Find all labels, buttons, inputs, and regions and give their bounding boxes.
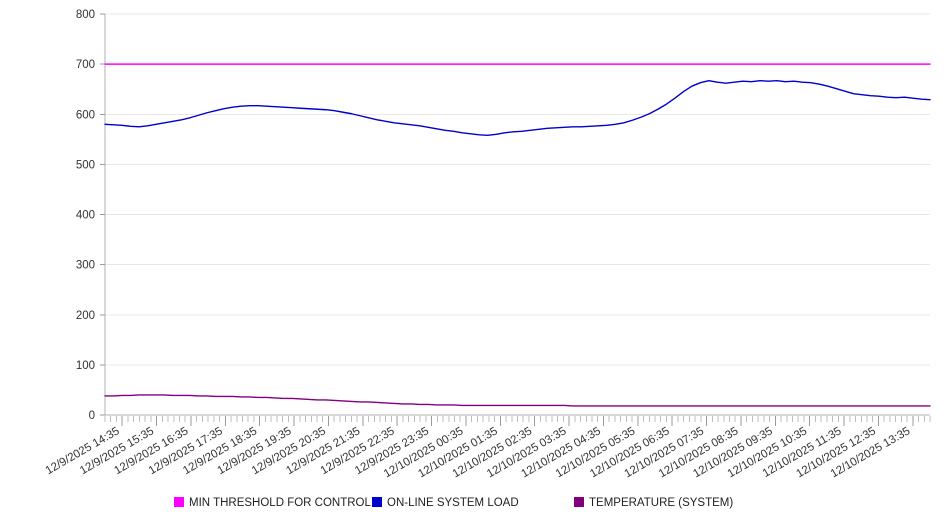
y-axis-tick-label: 300 <box>76 260 95 272</box>
y-axis-tick-label: 400 <box>76 210 95 222</box>
y-axis-tick-label: 0 <box>89 410 95 422</box>
series-line-2 <box>104 394 931 407</box>
y-axis-tick-label: 200 <box>76 310 95 322</box>
legend-label: MIN THRESHOLD FOR CONTROL <box>189 497 371 509</box>
series-line-1 <box>104 79 931 136</box>
x-axis <box>104 414 931 426</box>
chart-legend: MIN THRESHOLD FOR CONTROL ON-LINE SYSTEM … <box>174 497 733 509</box>
plot-gridlines <box>105 13 930 366</box>
y-axis: 0 100 200 300 400 500 600 700 800 <box>76 9 106 422</box>
series-layer <box>104 63 931 407</box>
legend-label: TEMPERATURE (SYSTEM) <box>589 497 733 509</box>
y-axis-tick-label: 100 <box>76 360 95 372</box>
y-axis-tick-label: 500 <box>76 159 95 171</box>
y-axis-tick-label: 600 <box>76 109 95 121</box>
legend-swatch <box>574 497 584 507</box>
legend-label: ON-LINE SYSTEM LOAD <box>387 497 519 509</box>
y-axis-tick-label: 700 <box>76 59 95 71</box>
legend-swatch <box>174 497 184 507</box>
legend-swatch <box>372 497 382 507</box>
y-axis-tick-label: 800 <box>76 9 95 21</box>
